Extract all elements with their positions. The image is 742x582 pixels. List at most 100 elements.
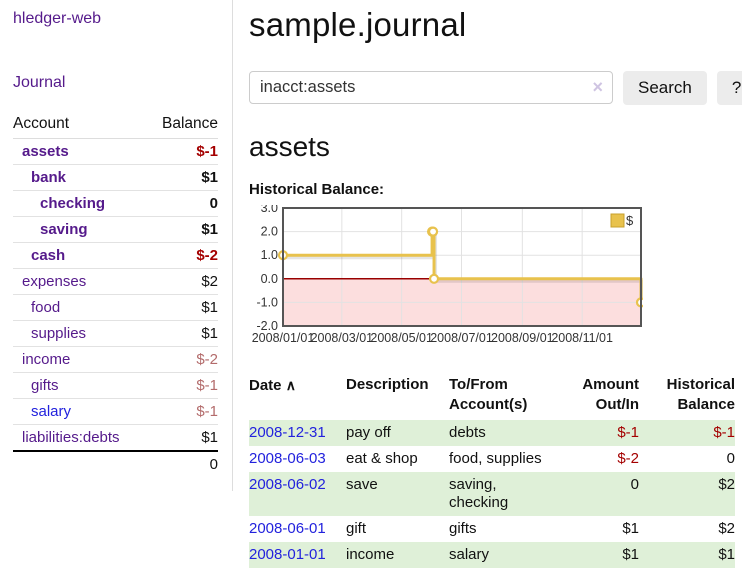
amount-column-header: Amount Out/In <box>582 376 639 413</box>
account-row: assets $-1 <box>13 138 218 165</box>
transactions-header-row: Date ∧ Description To/From Account(s) Am… <box>249 373 735 420</box>
account-balance: $-1 <box>147 138 218 165</box>
transaction-date-link[interactable]: 2008-01-01 <box>249 546 326 563</box>
transaction-accounts: salary <box>449 542 559 568</box>
account-balance: $2 <box>147 268 218 295</box>
y-tick-label: 2.0 <box>261 225 278 239</box>
clear-search-icon[interactable]: × <box>592 77 603 97</box>
account-heading: assets <box>249 131 330 162</box>
accounts-total-value: 0 <box>147 450 218 477</box>
x-tick-label: 2008/07/01 <box>430 331 493 345</box>
transaction-date-link[interactable]: 2008-06-03 <box>249 450 326 467</box>
transaction-date-link[interactable]: 2008-12-31 <box>249 424 326 441</box>
x-tick-label: 2008/05/01 <box>370 331 433 345</box>
plot-border <box>282 207 642 327</box>
sidebar-account-expenses[interactable]: expenses <box>22 273 87 290</box>
transaction-accounts: gifts <box>449 520 477 537</box>
sidebar-account-income[interactable]: income <box>22 351 71 368</box>
transaction-balance: 0 <box>726 450 735 467</box>
x-tick-label: 2008/09/01 <box>491 331 554 345</box>
account-row: gifts $-1 <box>13 372 218 399</box>
balance-chart-svg: $3.0 2.0 1.0 0.0 -1.0 -2.02008/01/012008/03/0… <box>252 201 647 345</box>
transaction-amount: 0 <box>559 472 639 516</box>
account-row: expenses $2 <box>13 268 218 295</box>
help-button[interactable]: ? <box>716 71 742 105</box>
description-column-header: Description <box>346 376 429 393</box>
y-tick-label: 1.0 <box>261 248 278 262</box>
transaction-row: 2008-06-02 save saving, checking 0 $2 <box>249 472 735 516</box>
app-layout: hledger-web Journal Account Balance asse… <box>0 0 742 568</box>
date-header-label: Date <box>249 377 282 394</box>
sidebar-account-salary[interactable]: salary <box>31 403 72 420</box>
transaction-balance: $1 <box>639 542 735 568</box>
legend-label: $ <box>626 213 634 228</box>
transaction-accounts: debts <box>449 420 559 446</box>
chart-title: Historical Balance: <box>249 181 385 198</box>
transaction-balance: $2 <box>718 520 735 537</box>
transaction-description: save <box>346 472 449 516</box>
transaction-row: 2008-12-31 pay off debts $-1 $-1 <box>249 420 735 446</box>
sidebar-account-liabilities-debts[interactable]: liabilities:debts <box>22 429 120 446</box>
account-balance: $1 <box>147 294 218 321</box>
y-tick-label: 0.0 <box>261 272 278 286</box>
transaction-date-cell: 2008-01-01 <box>249 542 346 568</box>
account-balance: $1 <box>147 164 218 191</box>
account-row: income $-2 <box>13 346 218 373</box>
date-column-header[interactable]: Date ∧ <box>249 373 346 420</box>
account-balance: $1 <box>147 424 218 452</box>
y-tick-label: 3.0 <box>261 205 278 215</box>
account-row: checking 0 <box>13 190 218 217</box>
search-input[interactable] <box>249 71 613 104</box>
sidebar-account-supplies[interactable]: supplies <box>31 325 87 342</box>
sidebar-account-gifts[interactable]: gifts <box>31 377 59 394</box>
account-row: cash $-2 <box>13 242 218 269</box>
sidebar-account-bank[interactable]: bank <box>31 169 67 186</box>
transaction-date-link[interactable]: 2008-06-02 <box>249 476 326 493</box>
data-point <box>428 273 440 284</box>
transaction-date-cell: 2008-06-02 <box>249 472 346 516</box>
search-bar: × Search ? <box>249 71 742 105</box>
transaction-balance: $-1 <box>639 420 735 446</box>
sort-ascending-icon: ∧ <box>285 377 296 393</box>
account-balance: $-2 <box>147 242 218 269</box>
main-content: sample.journal × Search ? assets Histori… <box>233 0 742 568</box>
accounts-header-row: Account Balance <box>13 112 218 139</box>
sidebar: hledger-web Journal Account Balance asse… <box>0 0 233 491</box>
account-row: saving $1 <box>13 216 218 243</box>
page-title: sample.journal <box>249 6 467 43</box>
app-title-link[interactable]: hledger-web <box>13 10 102 27</box>
balance-column-header: Balance <box>147 112 218 139</box>
sidebar-accounts-body: assets $-1 bank $1 checking 0 saving $1 cash $-2 e… <box>13 138 218 452</box>
transaction-date-cell: 2008-12-31 <box>249 420 346 446</box>
accounts-total-row: 0 <box>13 450 218 477</box>
transaction-balance: $2 <box>639 472 735 516</box>
transaction-description: income <box>346 542 449 568</box>
search-button[interactable]: Search <box>623 71 707 105</box>
account-row: liabilities:debts $1 <box>13 424 218 452</box>
transactions-table: Date ∧ Description To/From Account(s) Am… <box>249 373 735 568</box>
transaction-date-cell: 2008-06-03 <box>249 446 346 472</box>
historical-balance-chart: $3.0 2.0 1.0 0.0 -1.0 -2.0 2008/01/01 2008/03/0… <box>243 201 742 353</box>
transaction-description: pay off <box>346 420 449 446</box>
transaction-amount: $-2 <box>617 450 639 467</box>
account-balance: $1 <box>147 216 218 243</box>
y-tick-label: -1.0 <box>256 295 278 309</box>
transaction-row: 2008-01-01 income salary $1 $1 <box>249 542 735 568</box>
sidebar-account-food[interactable]: food <box>31 299 61 316</box>
x-tick-label: 2008/03/01 <box>311 331 374 345</box>
account-row: bank $1 <box>13 164 218 191</box>
legend-swatch-icon <box>610 213 625 228</box>
transaction-date-cell: 2008-06-01 <box>249 516 346 542</box>
historical-balance-column-header: Historical Balance <box>666 376 735 413</box>
sidebar-account-cash[interactable]: cash <box>31 247 66 264</box>
transaction-amount: $1 <box>622 520 639 537</box>
sidebar-account-assets[interactable]: assets <box>22 143 69 160</box>
accounts-table: Account Balance assets $-1 bank $1 checking 0… <box>13 112 218 477</box>
sidebar-item-journal[interactable]: Journal <box>13 74 66 91</box>
sidebar-account-checking[interactable]: checking <box>40 195 106 212</box>
x-tick-label: 2008/11/01 <box>551 331 613 345</box>
sidebar-account-saving[interactable]: saving <box>40 221 88 238</box>
transaction-date-link[interactable]: 2008-06-01 <box>249 520 326 537</box>
data-point <box>427 226 439 237</box>
account-balance: $-1 <box>147 372 218 399</box>
